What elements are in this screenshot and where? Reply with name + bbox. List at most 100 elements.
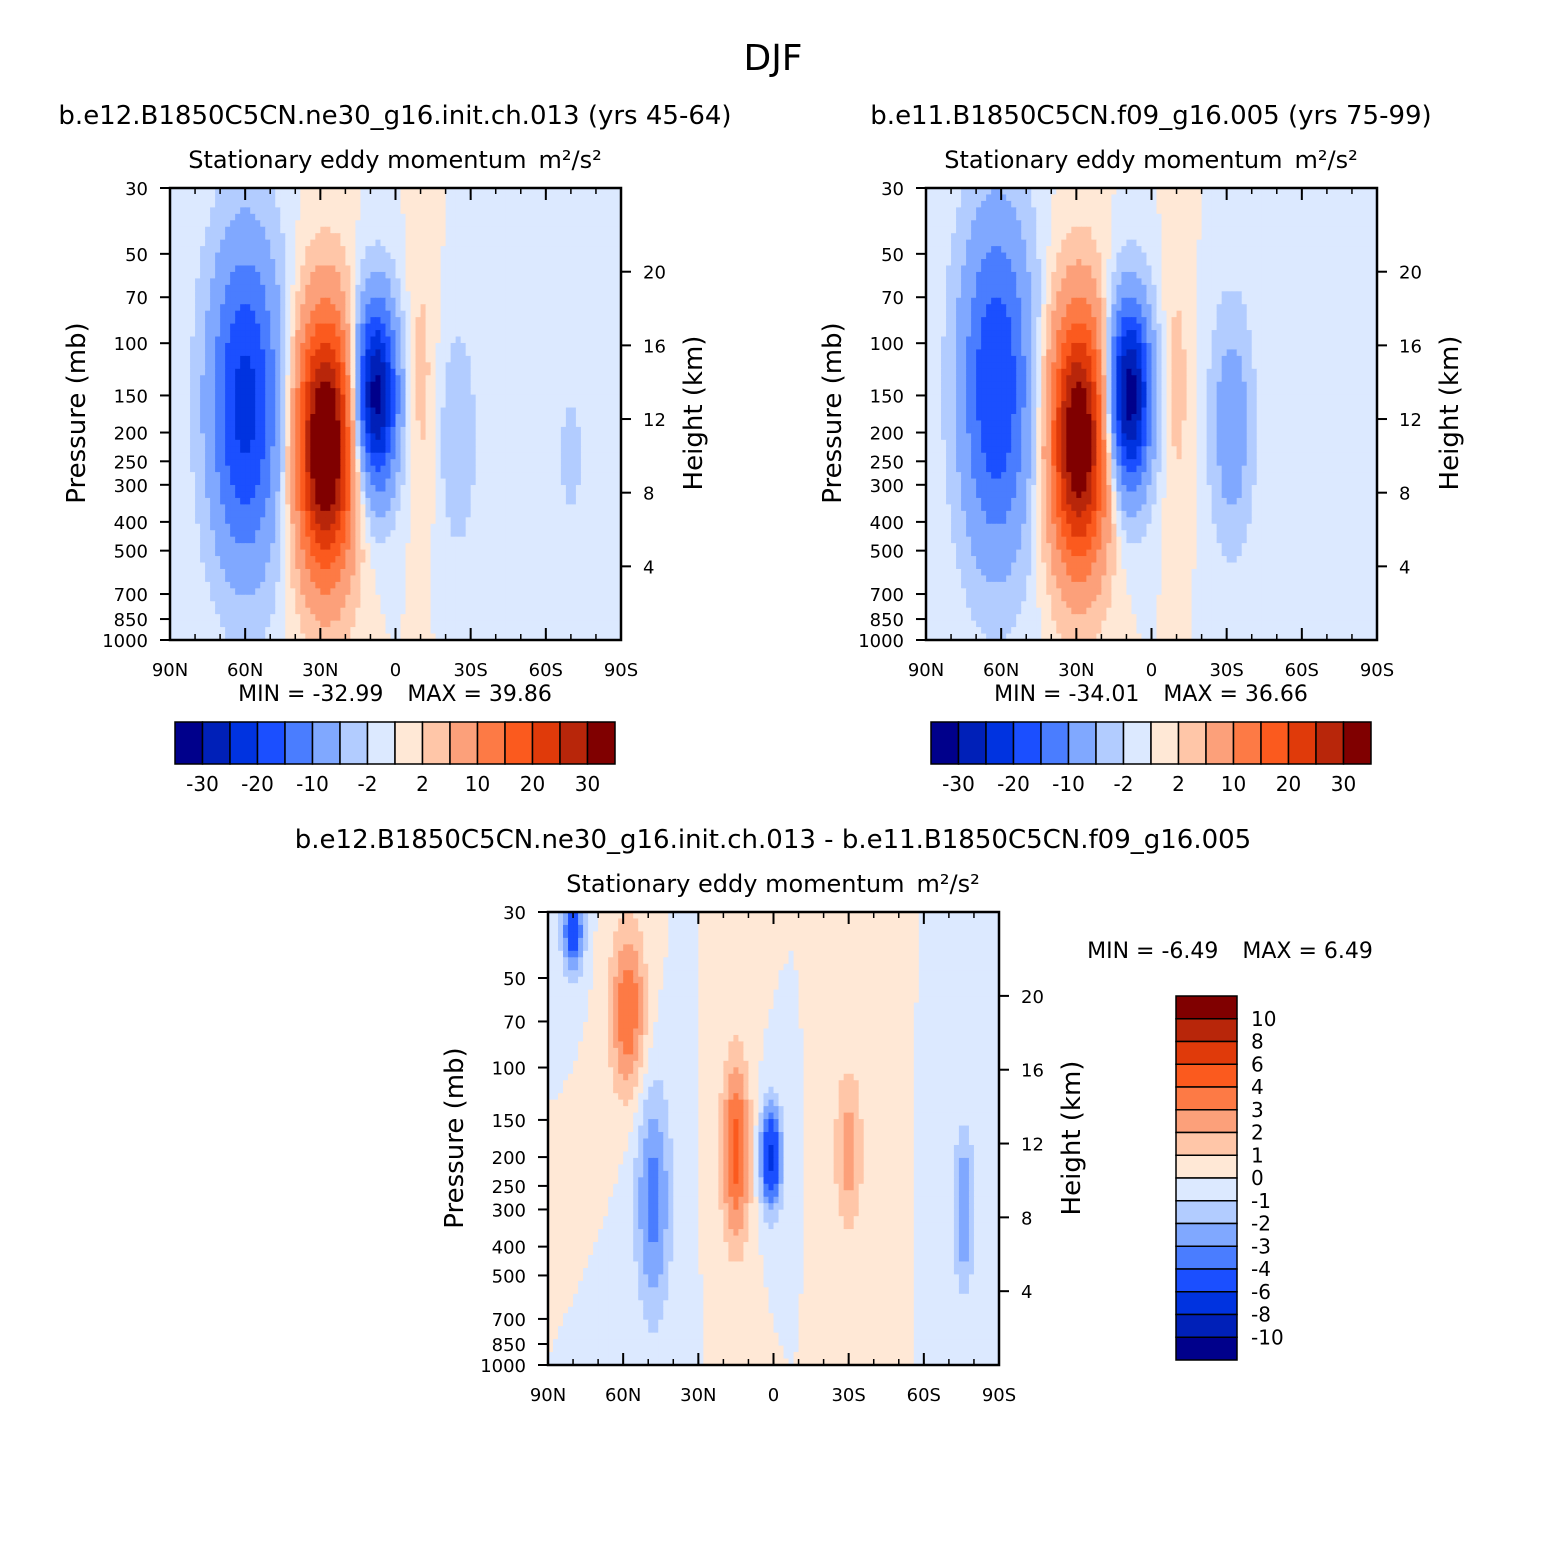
contour-cell xyxy=(480,259,487,267)
contour-cell xyxy=(565,394,572,402)
contour-cell xyxy=(460,284,467,292)
contour-cell xyxy=(600,394,607,402)
contour-cell xyxy=(205,188,211,196)
contour-cell xyxy=(185,355,191,363)
contour-cell xyxy=(395,439,402,447)
contour-cell xyxy=(610,439,617,447)
contour-cell xyxy=(495,368,502,376)
contour-cell xyxy=(320,517,326,525)
contour-cell xyxy=(405,220,412,228)
contour-cell xyxy=(615,246,622,254)
contour-cell xyxy=(350,355,357,363)
contour-cell xyxy=(315,394,321,402)
contour-cell xyxy=(415,459,422,467)
contour-cell xyxy=(240,472,246,480)
contour-cell xyxy=(350,368,357,376)
contour-cell xyxy=(370,543,377,551)
contour-cell xyxy=(600,510,607,518)
contour-cell xyxy=(215,239,221,247)
contour-cell xyxy=(525,420,532,428)
contour-cell xyxy=(230,355,236,363)
contour-cell xyxy=(475,433,482,441)
contour-cell xyxy=(230,465,236,473)
contour-cell xyxy=(240,381,246,389)
contour-cell xyxy=(175,433,181,441)
contour-cell xyxy=(300,530,306,538)
contour-cell xyxy=(270,200,276,208)
contour-cell xyxy=(340,291,346,299)
contour-cell xyxy=(295,433,301,441)
contour-cell xyxy=(600,317,607,325)
contour-cell xyxy=(170,497,176,505)
contour-cell xyxy=(275,478,281,486)
contour-cell xyxy=(580,459,587,467)
contour-cell xyxy=(190,194,196,202)
contour-cell xyxy=(485,420,492,428)
contour-cell xyxy=(170,452,176,460)
contour-cell xyxy=(540,426,547,434)
contour-cell xyxy=(435,517,442,525)
contour-cell xyxy=(525,213,532,221)
contour-cell xyxy=(470,426,477,434)
contour-cell xyxy=(615,317,622,325)
contour-cell xyxy=(455,381,462,389)
contour-cell xyxy=(565,388,572,396)
contour-cell xyxy=(235,336,241,344)
contour-cell xyxy=(280,388,286,396)
contour-cell xyxy=(170,336,176,344)
contour-cell xyxy=(460,188,467,196)
contour-cell xyxy=(590,459,597,467)
contour-cell xyxy=(315,226,321,234)
contour-cell xyxy=(430,536,437,544)
contour-cell xyxy=(565,239,572,247)
contour-cell xyxy=(505,504,512,512)
contour-cell xyxy=(350,259,357,267)
contour-cell xyxy=(300,188,306,196)
contour-cell xyxy=(425,497,432,505)
contour-cell xyxy=(420,239,427,247)
contour-cell xyxy=(435,252,442,260)
contour-cell xyxy=(285,446,291,454)
contour-cell xyxy=(350,233,357,241)
contour-cell xyxy=(260,446,266,454)
contour-cell xyxy=(425,342,432,351)
contour-cell xyxy=(335,323,341,331)
contour-cell xyxy=(170,233,176,241)
contour-cell xyxy=(440,362,447,370)
contour-cell xyxy=(265,220,271,228)
contour-cell xyxy=(565,465,572,473)
contour-cell xyxy=(370,200,377,208)
contour-cell xyxy=(450,407,457,415)
contour-cell xyxy=(185,239,191,247)
contour-cell xyxy=(585,259,592,267)
contour-cell xyxy=(190,452,196,460)
contour-cell xyxy=(445,220,452,228)
contour-cell xyxy=(295,297,301,305)
contour-cell xyxy=(250,284,256,292)
contour-cell xyxy=(215,381,221,389)
contour-cell xyxy=(455,323,462,331)
contour-cell xyxy=(490,472,497,480)
contour-cell xyxy=(305,517,311,525)
contour-cell xyxy=(335,459,341,467)
contour-cell xyxy=(225,368,231,376)
contour-cell xyxy=(520,349,527,357)
contour-cell xyxy=(200,504,206,512)
contour-cell xyxy=(365,388,372,396)
contour-cell xyxy=(515,349,522,357)
contour-cell xyxy=(385,478,392,486)
contour-cell xyxy=(335,491,341,499)
contour-cell xyxy=(245,394,251,402)
contour-cell xyxy=(385,342,392,351)
contour-cell xyxy=(575,304,582,312)
contour-cell xyxy=(430,497,437,505)
contour-cell xyxy=(175,407,181,415)
contour-cell xyxy=(595,265,602,273)
contour-cell xyxy=(255,433,261,441)
contour-cell xyxy=(280,446,286,454)
contour-cell xyxy=(530,226,537,234)
contour-cell xyxy=(235,239,241,247)
contour-cell xyxy=(595,536,602,544)
contour-cell xyxy=(240,239,246,247)
contour-cell xyxy=(245,355,251,363)
